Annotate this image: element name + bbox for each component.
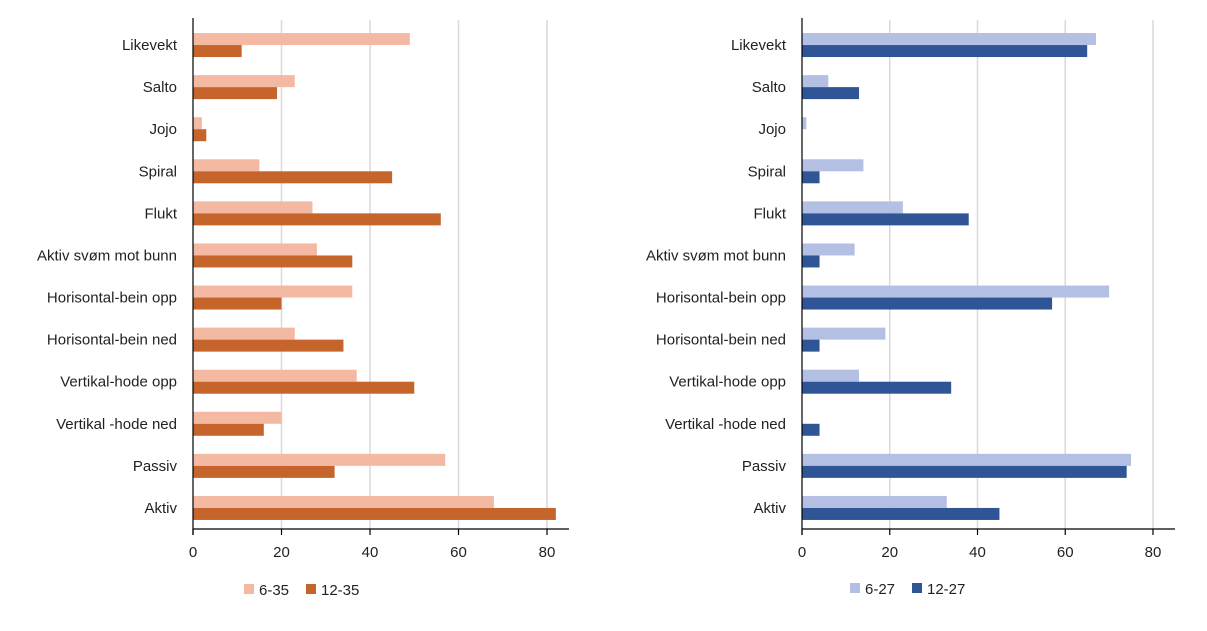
x-tick-label: 60 [450, 544, 467, 561]
category-label: Flukt [753, 205, 786, 222]
bar-12-35-likevekt [193, 45, 242, 58]
bar-12-27-salto [802, 87, 860, 100]
category-label: Horisontal-bein opp [656, 290, 786, 307]
bar-6-27-aktiv-svøm-mot-bunn [802, 243, 855, 256]
category-label: Aktiv [144, 500, 177, 517]
category-label: Likevekt [731, 37, 787, 54]
legend-swatch [244, 584, 254, 594]
bar-6-35-horisontal-bein-opp [193, 285, 353, 298]
chart-panel-2: Likevekt Salto Jojo Spiral Flukt Aktiv svøm m… [646, 18, 1175, 598]
category-label: Aktiv svøm mot bunn [646, 247, 786, 264]
category-label: Flukt [144, 205, 177, 222]
bar-12-35-spiral [193, 171, 393, 184]
bar-6-35-horisontal-bein-ned [193, 327, 295, 340]
bar-12-35-aktiv-svøm-mot-bunn [193, 255, 353, 268]
x-tick-label: 0 [189, 544, 197, 561]
bar-12-27-spiral [802, 171, 820, 184]
x-tick-label: 80 [1145, 544, 1162, 561]
x-tick-label: 40 [969, 544, 986, 561]
legend-swatch [912, 583, 922, 593]
category-label: Vertikal -hode ned [665, 416, 786, 433]
category-label: Horisontal-bein ned [656, 332, 786, 349]
chart-panel-1: Likevekt Salto Jojo Spiral Flukt Aktiv svøm m… [37, 18, 569, 599]
category-label: Passiv [742, 458, 787, 475]
bar-12-35-flukt [193, 213, 441, 226]
bar-12-27-vertikal--hode-ned [802, 423, 820, 436]
category-label: Horisontal-bein ned [47, 332, 177, 349]
bar-12-35-passiv [193, 465, 335, 478]
bar-12-27-passiv [802, 465, 1127, 478]
bar-6-35-aktiv [193, 495, 494, 508]
category-label: Passiv [133, 458, 178, 475]
bar-12-27-horisontal-bein-ned [802, 339, 820, 352]
x-tick-label: 40 [362, 544, 379, 561]
bar-12-35-vertikal--hode-ned [193, 423, 264, 436]
x-tick-label: 20 [273, 544, 290, 561]
bar-12-35-horisontal-bein-opp [193, 297, 282, 310]
bar-6-27-vertikal-hode-opp [802, 369, 860, 382]
category-label: Likevekt [122, 37, 178, 54]
category-label: Aktiv svøm mot bunn [37, 247, 177, 264]
bar-6-35-jojo [193, 117, 202, 130]
bar-6-27-flukt [802, 201, 903, 214]
bar-6-35-salto [193, 75, 295, 88]
bar-6-27-spiral [802, 159, 864, 172]
bar-12-35-aktiv [193, 507, 556, 520]
bar-6-27-jojo [802, 117, 807, 130]
category-label: Spiral [748, 163, 786, 180]
bar-12-27-aktiv-svøm-mot-bunn [802, 255, 820, 268]
bar-6-27-aktiv [802, 495, 947, 508]
bar-12-27-flukt [802, 213, 969, 226]
category-label: Jojo [149, 121, 177, 138]
x-tick-label: 60 [1057, 544, 1074, 561]
legend-swatch [850, 583, 860, 593]
bar-12-35-jojo [193, 129, 207, 142]
bar-6-35-likevekt [193, 33, 410, 46]
bar-6-35-vertikal-hode-opp [193, 369, 357, 382]
bar-12-27-vertikal-hode-opp [802, 381, 952, 394]
bar-6-35-flukt [193, 201, 313, 214]
legend-label: 6-35 [259, 582, 289, 599]
bar-6-35-vertikal--hode-ned [193, 411, 282, 424]
category-label: Spiral [139, 163, 177, 180]
bar-6-27-passiv [802, 453, 1132, 466]
bar-12-27-horisontal-bein-opp [802, 297, 1053, 310]
category-label: Jojo [758, 121, 786, 138]
bar-6-35-spiral [193, 159, 260, 172]
x-tick-label: 20 [881, 544, 898, 561]
bar-6-27-likevekt [802, 33, 1096, 46]
category-label: Salto [752, 79, 786, 96]
bar-12-35-horisontal-bein-ned [193, 339, 344, 352]
legend-label: 12-35 [321, 582, 359, 599]
legend-label: 12-27 [927, 581, 965, 598]
bar-6-35-passiv [193, 453, 446, 466]
bar-12-27-likevekt [802, 45, 1088, 58]
legend-label: 6-27 [865, 581, 895, 598]
category-label: Horisontal-bein opp [47, 290, 177, 307]
bar-6-27-horisontal-bein-ned [802, 327, 886, 340]
bar-6-27-horisontal-bein-opp [802, 285, 1110, 298]
category-label: Vertikal-hode opp [669, 374, 786, 391]
category-label: Vertikal-hode opp [60, 374, 177, 391]
x-tick-label: 0 [798, 544, 806, 561]
bar-12-35-salto [193, 87, 278, 100]
category-label: Salto [143, 79, 177, 96]
category-label: Aktiv [753, 500, 786, 517]
bar-6-27-salto [802, 75, 829, 88]
bar-12-35-vertikal-hode-opp [193, 381, 415, 394]
x-tick-label: 80 [539, 544, 556, 561]
bar-12-27-aktiv [802, 507, 1000, 520]
legend-swatch [306, 584, 316, 594]
category-label: Vertikal -hode ned [56, 416, 177, 433]
bar-6-35-aktiv-svøm-mot-bunn [193, 243, 317, 256]
